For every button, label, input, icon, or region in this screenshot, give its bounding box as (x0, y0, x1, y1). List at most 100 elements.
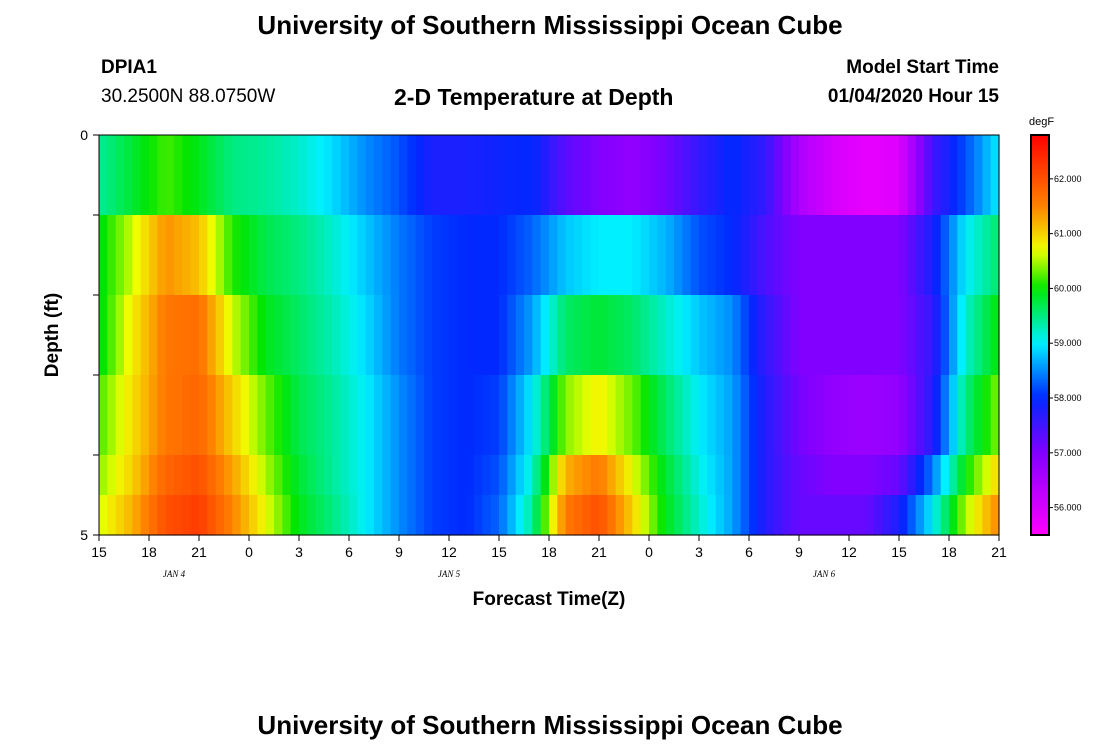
heatmap-cell (699, 375, 708, 456)
heatmap-cell (599, 215, 608, 296)
heatmap-cell (249, 375, 258, 456)
heatmap-cell (507, 455, 517, 496)
x-tick-label: 3 (695, 544, 703, 560)
heatmap-cell (890, 215, 900, 296)
heatmap-cell (124, 215, 133, 296)
x-tick-label: 18 (941, 544, 957, 560)
heatmap-cell (857, 495, 867, 536)
heatmap-cell (840, 375, 850, 456)
heatmap-cell (932, 495, 942, 536)
y-axis-label: Depth (ft) (42, 293, 63, 377)
heatmap-cell (374, 375, 383, 456)
heatmap-cell (407, 495, 417, 536)
heatmap-cell (940, 455, 950, 496)
heatmap-cell (315, 455, 325, 496)
heatmap-cell (207, 375, 217, 456)
heatmap-cell (265, 295, 275, 376)
heatmap-cell (924, 295, 933, 376)
heatmap-cell (915, 215, 925, 296)
heatmap-cell (582, 455, 592, 496)
heatmap-cell (524, 495, 533, 536)
heatmap-cell (665, 135, 675, 216)
heatmap-cell (349, 215, 358, 296)
heatmap-cell (657, 295, 667, 376)
heatmap-cell (357, 135, 367, 216)
heatmap-cell (424, 215, 433, 296)
heatmap-cell (399, 375, 408, 456)
plot-title: 2-D Temperature at Depth (394, 84, 674, 110)
heatmap-cell (274, 375, 283, 456)
heatmap-cell (332, 375, 342, 456)
heatmap-cell (574, 295, 583, 376)
heatmap-cell (207, 295, 217, 376)
heatmap-cell (140, 295, 150, 376)
heatmap-cell (932, 375, 942, 456)
heatmap-cell (165, 135, 175, 216)
heatmap-cell (982, 215, 992, 296)
heatmap-cell (932, 215, 942, 296)
heatmap-cell (465, 295, 475, 376)
heatmap-cell (715, 495, 725, 536)
heatmap-cell (824, 455, 833, 496)
heatmap-cell (765, 375, 775, 456)
heatmap-cell (832, 135, 842, 216)
heatmap-cell (99, 455, 108, 496)
heatmap-cell (324, 455, 333, 496)
heatmap-cell (790, 215, 800, 296)
heatmap-cell (890, 135, 900, 216)
heatmap-cell (815, 295, 825, 376)
heatmap-cell (232, 135, 242, 216)
heatmap-cell (665, 215, 675, 296)
heatmap-cell (157, 295, 167, 376)
heatmap-cell (965, 135, 975, 216)
heatmap-cell (957, 455, 967, 496)
heatmap-cell (382, 495, 392, 536)
heatmap-cell (924, 375, 933, 456)
heatmap-cell (199, 375, 208, 456)
heatmap-cell (440, 495, 450, 536)
x-tick-label: 0 (645, 544, 653, 560)
heatmap-cell (715, 135, 725, 216)
heatmap-cell (799, 135, 808, 216)
heatmap-cell (307, 215, 317, 296)
heatmap-cell (124, 495, 133, 536)
heatmap-cell (974, 455, 983, 496)
heatmap-cell (257, 375, 267, 456)
heatmap-cell (832, 455, 842, 496)
heatmap-cell (282, 215, 292, 296)
heatmap-cell (724, 375, 733, 456)
heatmap-cell (524, 455, 533, 496)
heatmap-cell (624, 495, 633, 536)
heatmap-cell (740, 495, 750, 536)
heatmap-cell (724, 135, 733, 216)
heatmap-cell (449, 295, 458, 376)
heatmap-cell (549, 295, 558, 376)
heatmap-cell (215, 375, 225, 456)
heatmap-cell (632, 135, 642, 216)
heatmap-cell (299, 135, 308, 216)
heatmap-cell (632, 455, 642, 496)
heatmap-cell (724, 295, 733, 376)
heatmap-cell (132, 135, 142, 216)
heatmap-cell (332, 295, 342, 376)
heatmap-cell (632, 215, 642, 296)
heatmap-cell (290, 135, 300, 216)
heatmap-cell (865, 215, 875, 296)
heatmap-cell (590, 455, 600, 496)
heatmap-cell (174, 455, 183, 496)
heatmap-cell (957, 295, 967, 376)
heatmap-cell (532, 295, 542, 376)
heatmap-cell (315, 135, 325, 216)
heatmap-cell (757, 215, 767, 296)
heatmap-cell (290, 495, 300, 536)
heatmap-cell (615, 135, 625, 216)
x-tick-label: 15 (491, 544, 507, 560)
heatmap-cell (890, 495, 900, 536)
heatmap-cell (907, 455, 917, 496)
heatmap-cell (390, 375, 400, 456)
heatmap-cell (174, 215, 183, 296)
heatmap-cell (265, 375, 275, 456)
heatmap-cell (924, 495, 933, 536)
heatmap-cell (715, 215, 725, 296)
heatmap-cell (807, 295, 817, 376)
